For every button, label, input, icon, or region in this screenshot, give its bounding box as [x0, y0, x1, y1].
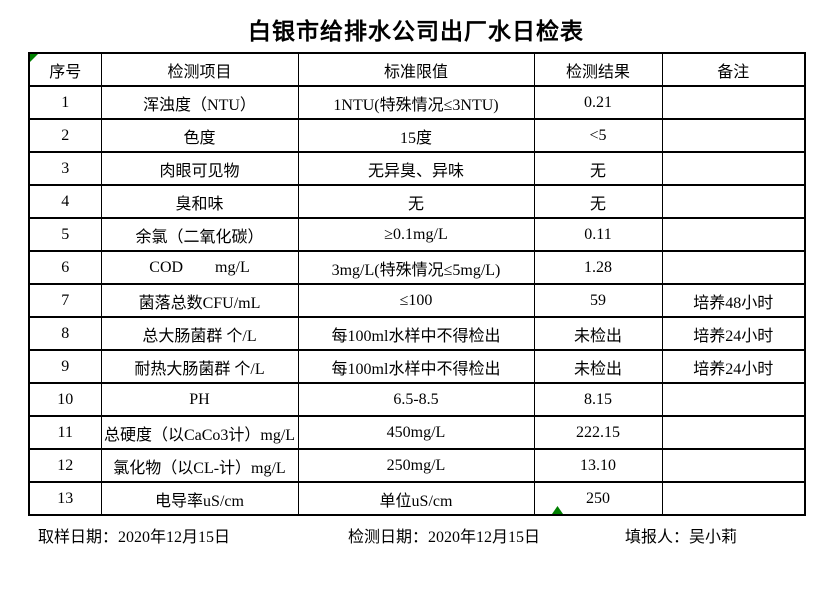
cell-result: 未检出 [533, 316, 663, 351]
cell-item: 氯化物（以CL-计）mg/L [100, 448, 299, 483]
table-row: 6 COD mg/L 3mg/L(特殊情况≤5mg/L) 1.28 [28, 250, 806, 285]
table-row: 5 余氯（二氧化碳） ≥0.1mg/L 0.11 [28, 217, 806, 252]
sampling-date: 取样日期：2020年12月15日 [38, 529, 231, 546]
table-row: 1 浑浊度（NTU） 1NTU(特殊情况≤3NTU) 0.21 [28, 85, 806, 120]
cell-result: 1.28 [533, 250, 663, 285]
cell-item: 耐热大肠菌群 个/L [100, 349, 299, 384]
cell-no: 6 [28, 250, 102, 285]
header-cell-result: 检测结果 [533, 52, 663, 87]
header-cell-note: 备注 [661, 52, 806, 87]
cell-note [661, 448, 806, 483]
cell-note: 培养24小时 [661, 316, 806, 351]
cell-item: PH [100, 382, 299, 417]
table-row: 8 总大肠菌群 个/L 每100ml水样中不得检出 未检出 培养24小时 [28, 316, 806, 351]
cell-item: 总硬度（以CaCo3计）mg/L [100, 415, 299, 450]
cell-result: 无 [533, 151, 663, 186]
cell-limit: 每100ml水样中不得检出 [297, 316, 535, 351]
cell-no: 2 [28, 118, 102, 153]
cell-no: 7 [28, 283, 102, 318]
reporter: 填报人：吴小莉 [625, 529, 738, 546]
cell-no: 5 [28, 217, 102, 252]
cell-result: 59 [533, 283, 663, 318]
table-header-row: 序号 检测项目 标准限值 检测结果 备注 [28, 52, 806, 87]
table-row: 2 色度 15度 <5 [28, 118, 806, 153]
cell-limit: 1NTU(特殊情况≤3NTU) [297, 85, 535, 120]
cell-note [661, 151, 806, 186]
table-row: 11 总硬度（以CaCo3计）mg/L 450mg/L 222.15 [28, 415, 806, 450]
header-cell-limit: 标准限值 [297, 52, 535, 87]
inspection-table: 序号 检测项目 标准限值 检测结果 备注 1 浑浊度（NTU） 1NTU(特殊情况≤… [28, 52, 806, 516]
cell-limit: ≤100 [297, 283, 535, 318]
cell-limit: ≥0.1mg/L [297, 217, 535, 252]
cell-note [661, 382, 806, 417]
cell-no: 8 [28, 316, 102, 351]
cell-item: 总大肠菌群 个/L [100, 316, 299, 351]
cell-no: 4 [28, 184, 102, 219]
table-row: 9 耐热大肠菌群 个/L 每100ml水样中不得检出 未检出 培养24小时 [28, 349, 806, 384]
cell-note [661, 217, 806, 252]
table-row: 7 菌落总数CFU/mL ≤100 59 培养48小时 [28, 283, 806, 318]
cell-limit: 250mg/L [297, 448, 535, 483]
cell-result: 8.15 [533, 382, 663, 417]
cell-result: <5 [533, 118, 663, 153]
cell-item: 色度 [100, 118, 299, 153]
cell-limit: 6.5-8.5 [297, 382, 535, 417]
cell-limit: 单位uS/cm [297, 481, 535, 516]
cell-item: 浑浊度（NTU） [100, 85, 299, 120]
cell-item: COD mg/L [100, 250, 299, 285]
table-body: 1 浑浊度（NTU） 1NTU(特殊情况≤3NTU) 0.21 2 色度 15度 <5 3 肉眼可… [28, 85, 806, 516]
cell-note [661, 85, 806, 120]
cell-result: 222.15 [533, 415, 663, 450]
page-title: 白银市给排水公司出厂水日检表 [248, 19, 584, 44]
cell-note: 培养48小时 [661, 283, 806, 318]
cell-result: 250 [533, 481, 663, 516]
table-row: 3 肉眼可见物 无异臭、异味无 [28, 151, 806, 186]
cell-item: 肉眼可见物 [100, 151, 299, 186]
cell-no: 12 [28, 448, 102, 483]
cell-note [661, 250, 806, 285]
cell-item: 菌落总数CFU/mL [100, 283, 299, 318]
cell-result: 0.11 [533, 217, 663, 252]
cell-no: 13 [28, 481, 102, 516]
cell-note: 培养24小时 [661, 349, 806, 384]
table-row: 12 氯化物（以CL-计）mg/L 250mg/L 13.10 [28, 448, 806, 483]
cell-result: 13.10 [533, 448, 663, 483]
cell-no: 9 [28, 349, 102, 384]
header-cell-item: 检测项目 [100, 52, 299, 87]
cell-limit: 每100ml水样中不得检出 [297, 349, 535, 384]
cell-limit: 15度 [297, 118, 535, 153]
cell-limit: 无 [297, 184, 535, 219]
table-row: 13 电导率uS/cm 单位uS/cm 250 [28, 481, 806, 516]
cell-note [661, 184, 806, 219]
cell-no: 10 [28, 382, 102, 417]
cell-note [661, 118, 806, 153]
cell-item: 余氯（二氧化碳） [100, 217, 299, 252]
table-row: 4 臭和味无无 [28, 184, 806, 219]
testing-date: 检测日期：2020年12月15日 [348, 529, 541, 546]
cell-item: 电导率uS/cm [100, 481, 299, 516]
cell-note [661, 415, 806, 450]
cell-note [661, 481, 806, 516]
cell-no: 11 [28, 415, 102, 450]
cell-item: 臭和味 [100, 184, 299, 219]
cell-limit: 450mg/L [297, 415, 535, 450]
header-cell-no: 序号 [28, 52, 102, 87]
cell-no: 1 [28, 85, 102, 120]
cell-limit: 3mg/L(特殊情况≤5mg/L) [297, 250, 535, 285]
cell-limit: 无异臭、异味 [297, 151, 535, 186]
cell-result: 无 [533, 184, 663, 219]
cell-result: 未检出 [533, 349, 663, 384]
cell-result: 0.21 [533, 85, 663, 120]
table-row: 10 PH 6.5-8.5 8.15 [28, 382, 806, 417]
cell-no: 3 [28, 151, 102, 186]
